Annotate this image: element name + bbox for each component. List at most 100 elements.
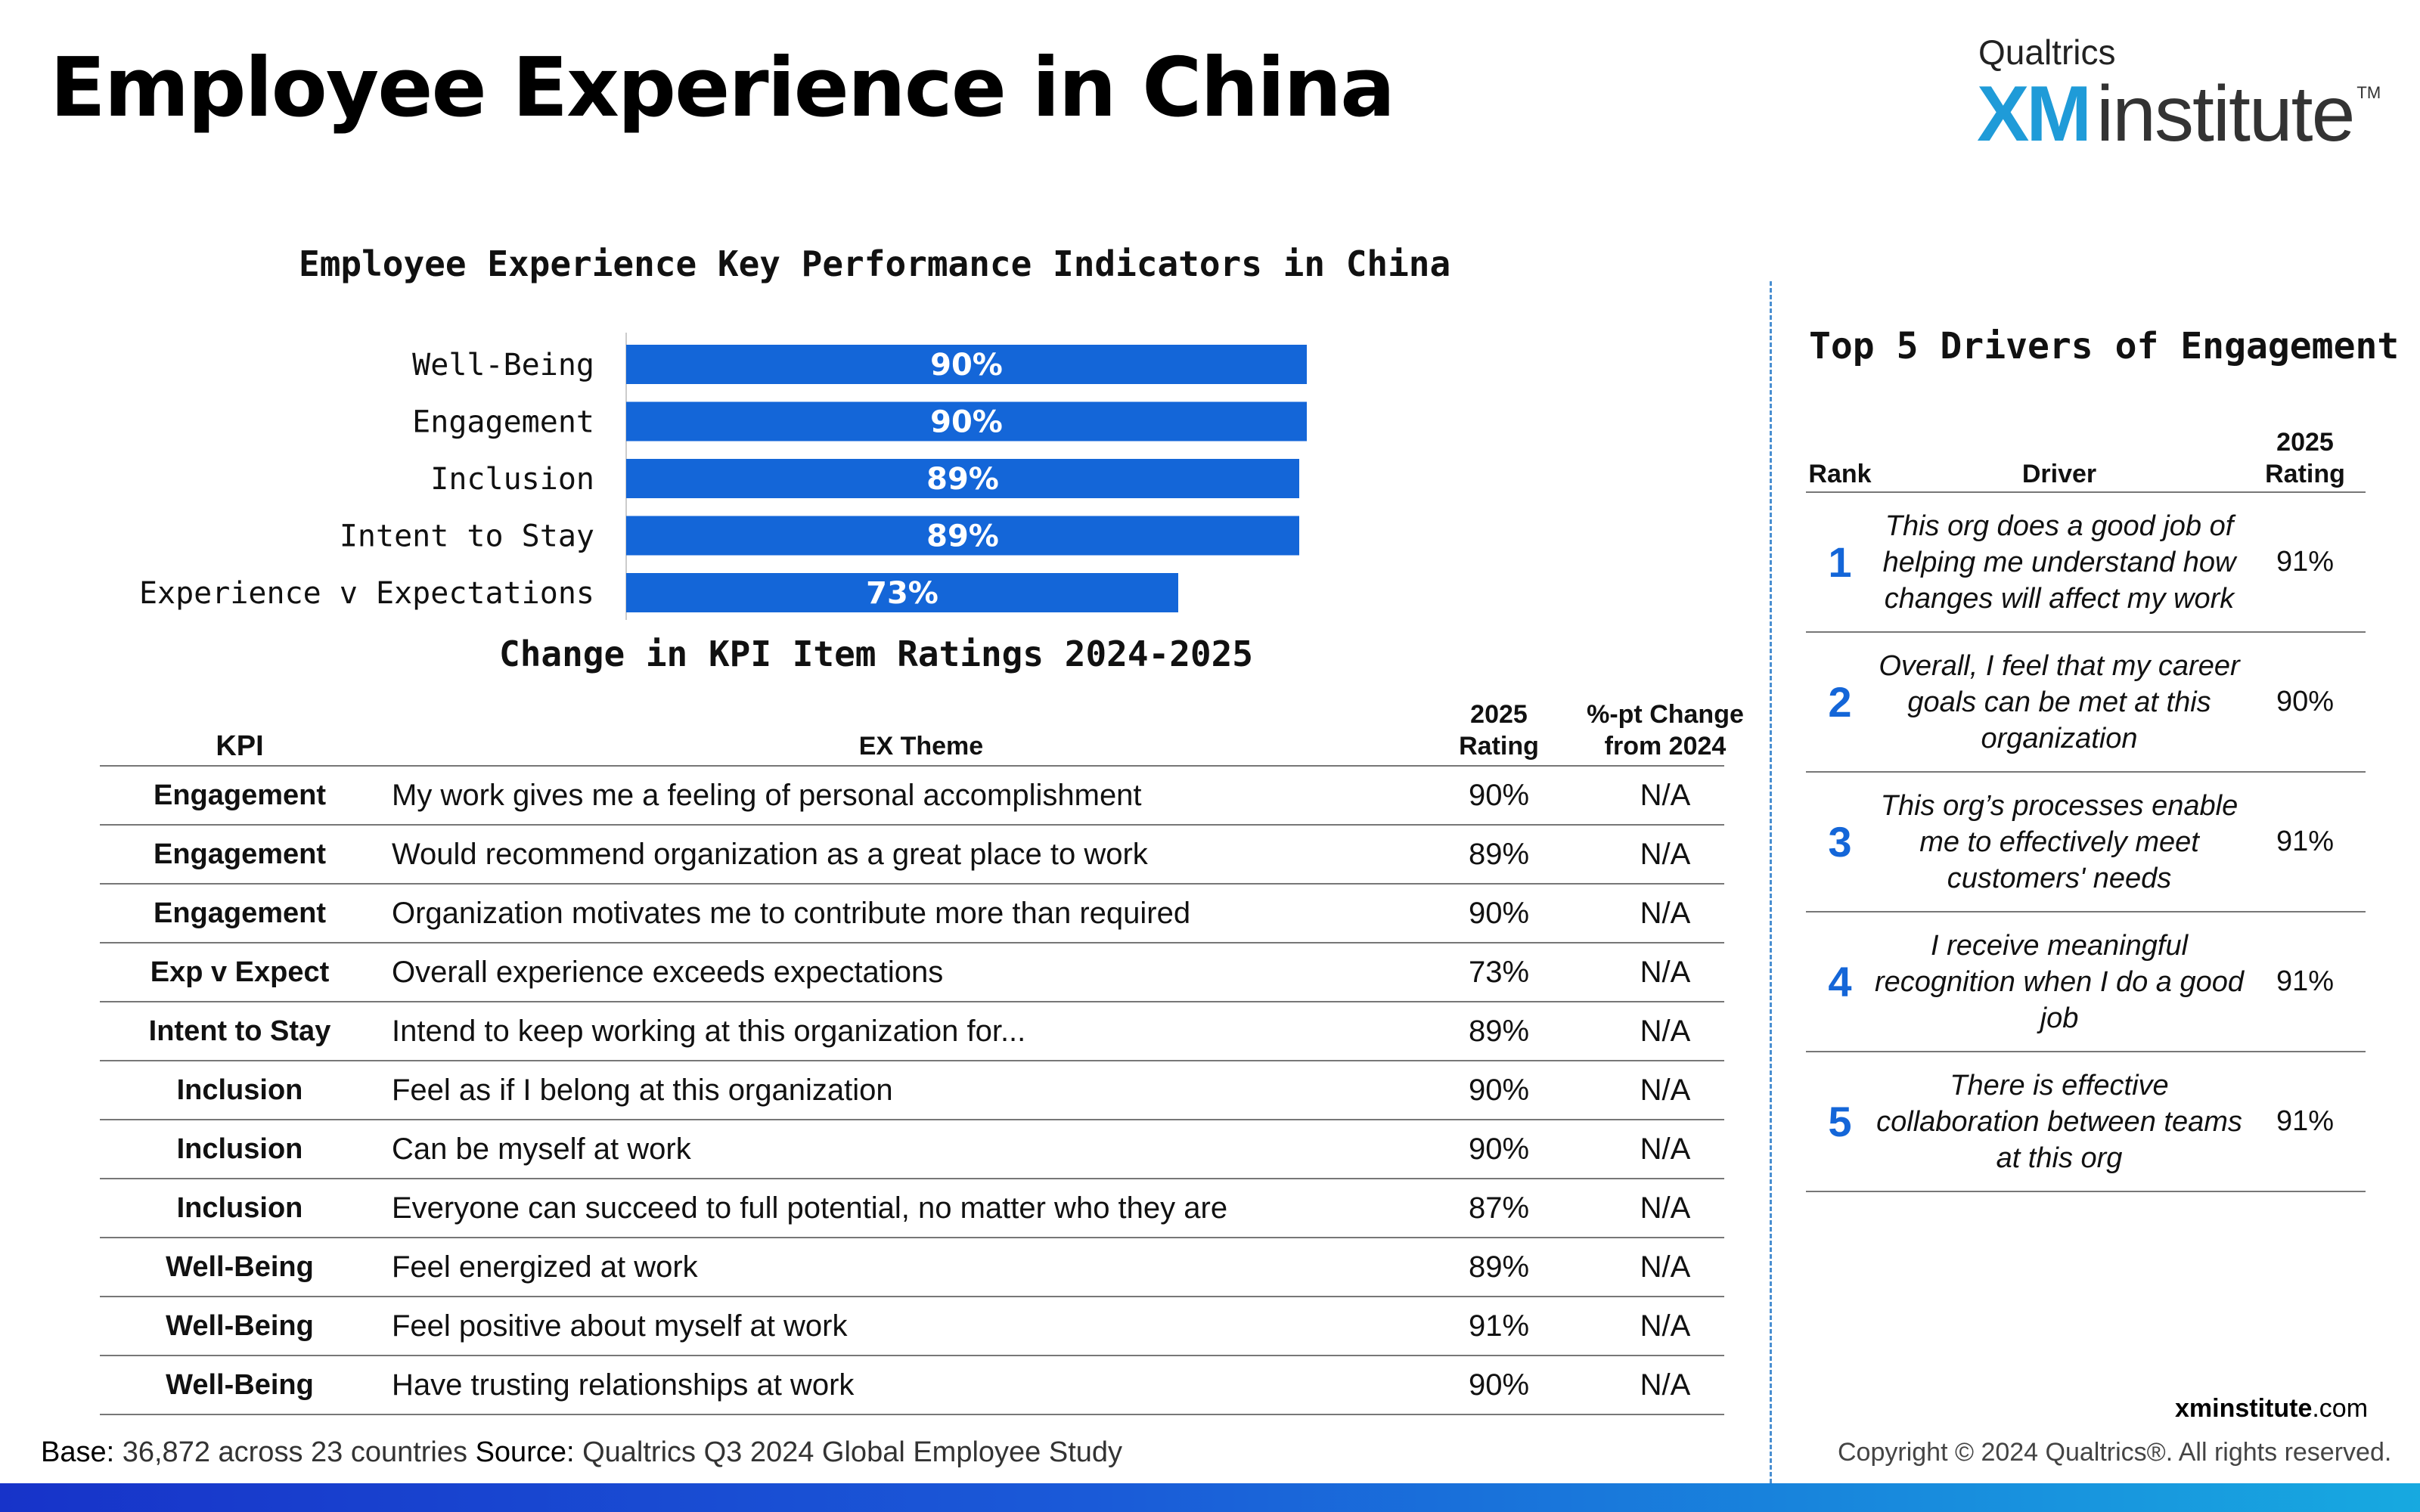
logo-trademark: TM [2356,83,2381,102]
kpi-ratings-table: KPI EX Theme 2025 Rating %-pt Change fro… [100,696,1744,1415]
kpi-cell: Well-Being [166,1369,314,1401]
change-cell: N/A [1640,1368,1691,1402]
kpi-cell: Engagement [153,838,327,870]
ex-theme-cell: My work gives me a feeling of personal a… [392,779,1142,812]
rating-cell: 90% [1468,1368,1530,1402]
kpi-bar-chart: Well-Being 90% Engagement 90% Inclusion 89% In… [139,333,1307,620]
driver-rank: 3 [1828,818,1852,866]
page-title: Employee Experience in China [50,41,1395,135]
header-change-line2: from 2024 [1604,732,1727,761]
kpi-table-header: KPI EX Theme 2025 Rating %-pt Change fro… [100,696,1744,767]
base-text: 36,872 across 23 countries [122,1436,468,1468]
rating-cell: 89% [1468,1250,1530,1284]
category-label: Inclusion [430,462,594,497]
driver-rating: 91% [2276,826,2335,857]
list-item: 3 This org’s processes enable me to effec… [1806,773,2366,912]
rating-cell: 90% [1468,1074,1530,1107]
change-cell: N/A [1640,956,1691,989]
kpi-table-body: Engagement My work gives me a feeling of … [100,767,1724,1415]
rating-cell: 87% [1468,1191,1530,1225]
table-row: Exp v Expect Overall experience exceeds e… [100,943,1724,1002]
header-driver-rating: 2025 Rating [2245,426,2366,490]
site-domain: .com [2312,1394,2369,1423]
driver-rating: 91% [2276,546,2335,578]
ex-theme-cell: Have trusting relationships at work [392,1368,855,1402]
xm-institute-logo: XM institute TM [1977,70,2381,158]
change-cell: N/A [1640,1132,1691,1166]
list-item: 4 I receive meaningful recognition when I… [1806,912,2366,1052]
drivers-table-header: Rank Driver 2025 Rating [1806,423,2366,493]
drivers-title: Top 5 Drivers of Engagement [1809,325,2400,367]
driver-rank: 2 [1828,678,1852,726]
source-label: Source: [475,1436,575,1468]
driver-rating: 91% [2276,1105,2335,1137]
rating-cell: 89% [1468,838,1530,871]
header-driver: Driver [2021,460,2097,488]
table-row: Well-Being Have trusting relationships at… [100,1356,1724,1415]
kpi-cell: Engagement [153,897,327,929]
kpi-cell: Inclusion [176,1192,303,1224]
kpi-cell: Intent to Stay [148,1015,331,1047]
table-row: Engagement Would recommend organization a… [100,826,1724,885]
kpi-cell: Well-Being [166,1251,314,1283]
logo-institute-text: institute [2096,70,2355,158]
chart-title: Employee Experience Key Performance Indi… [299,243,1451,284]
category-label: Experience v Expectations [139,576,594,611]
data-label: 89% [926,462,999,497]
header-change: %-pt Change from 2024 [1582,699,1748,762]
footer-base-source: Base: 36,872 across 23 countries Source:… [41,1436,1122,1469]
kpi-cell: Well-Being [166,1310,314,1342]
table-row: Intent to Stay Intend to keep working at … [100,1002,1724,1061]
list-item: 1 This org does a good job of helping me … [1806,493,2366,633]
data-label: 89% [926,519,999,554]
table-row: Inclusion Everyone can succeed to full po… [100,1179,1724,1238]
driver-text: Overall, I feel that my career goals can… [1879,649,2240,754]
header-rating: 2025 Rating [1416,699,1582,762]
header-rank: Rank [1808,460,1872,488]
site-link[interactable]: xminstitute.com [2175,1394,2368,1424]
bar [626,459,1299,498]
rating-cell: 90% [1468,779,1530,812]
bar [626,573,1178,612]
logo-qualtrics-text: Qualtrics [1978,33,2116,72]
ex-theme-cell: Overall experience exceeds expectations [392,956,944,989]
header-rating-line2: Rating [1459,732,1539,761]
table-row: Inclusion Feel as if I belong at this org… [100,1061,1724,1120]
change-cell: N/A [1640,897,1691,930]
copyright-text: Copyright © 2024 Qualtrics®. All rights … [1838,1438,2392,1467]
rating-cell: 89% [1468,1015,1530,1048]
driver-text: This org’s processes enable me to effect… [1880,789,2238,894]
rating-cell: 90% [1468,1132,1530,1166]
table-row: Well-Being Feel positive about myself at … [100,1297,1724,1356]
base-label: Base: [41,1436,115,1468]
change-cell: N/A [1640,838,1691,871]
table-row: Engagement Organization motivates me to c… [100,885,1724,943]
header-rating-line1: 2025 [1470,700,1528,729]
section-divider [1770,281,1772,1483]
change-cell: N/A [1640,1074,1691,1107]
header-driver-rating-line1: 2025 [2276,428,2334,457]
ex-theme-cell: Can be myself at work [392,1132,691,1166]
logo-xm-text: XM [1977,70,2092,158]
kpi-cell: Inclusion [176,1133,303,1165]
driver-text: I receive meaningful recognition when I … [1874,929,2245,1034]
table-row: Engagement My work gives me a feeling of … [100,767,1724,826]
driver-rank: 4 [1828,958,1852,1005]
rating-cell: 90% [1468,897,1530,930]
category-label: Engagement [412,405,594,440]
change-cell: N/A [1640,1015,1691,1048]
ex-theme-cell: Feel as if I belong at this organization [392,1074,893,1107]
driver-text: There is effective collaboration between… [1876,1069,2242,1174]
category-label: Well-Being [412,348,594,383]
table-row: Well-Being Feel energized at work 89% N/A [100,1238,1724,1297]
list-item: 2 Overall, I feel that my career goals ca… [1806,633,2366,773]
kpi-cell: Exp v Expect [150,956,330,988]
ex-theme-cell: Everyone can succeed to full potential, … [392,1191,1228,1225]
table-row: Inclusion Can be myself at work 90% N/A [100,1120,1724,1179]
rating-cell: 73% [1468,956,1530,989]
data-label: 90% [930,348,1003,383]
driver-rank: 5 [1828,1098,1852,1145]
change-cell: N/A [1640,1309,1691,1343]
site-bold: xminstitute [2175,1394,2313,1423]
kpi-cell: Inclusion [176,1074,303,1106]
